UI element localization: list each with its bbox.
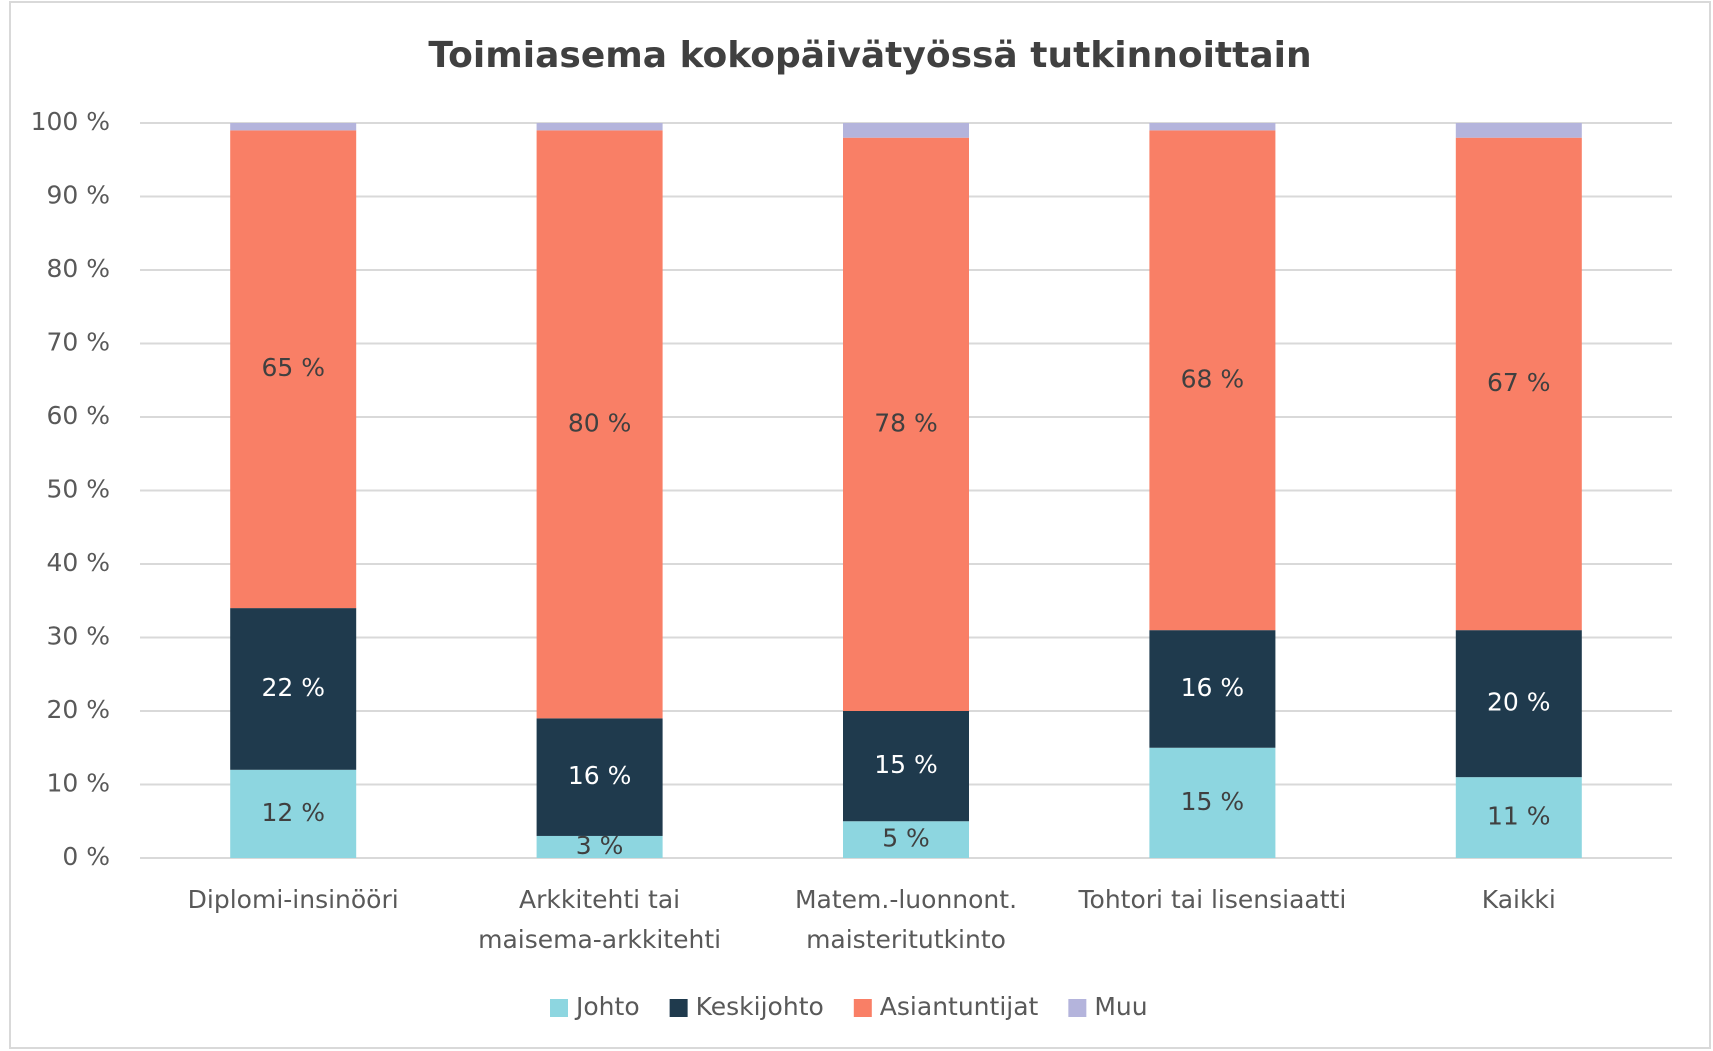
- data-label: 20 %: [1487, 688, 1551, 717]
- bar-segment: [843, 821, 969, 858]
- data-label: 65 %: [261, 353, 325, 382]
- bar-segment: [1149, 130, 1276, 631]
- data-label: 80 %: [568, 408, 632, 437]
- data-label: 11 %: [1487, 802, 1551, 831]
- legend-label: Johto: [574, 992, 640, 1021]
- x-tick-label: Arkkitehti tai: [519, 885, 680, 914]
- bar-segment: [1455, 137, 1582, 631]
- legend-label: Keskijohto: [696, 992, 824, 1021]
- data-label: 15 %: [1181, 787, 1245, 816]
- y-tick-label: 60 %: [46, 401, 110, 430]
- y-tick-label: 50 %: [46, 475, 110, 504]
- bar-segment: [1149, 123, 1276, 131]
- bar-segment: [230, 130, 357, 609]
- data-label: 22 %: [261, 673, 325, 702]
- x-tick-label: maisteritutkinto: [806, 925, 1006, 954]
- bar-segment: [1455, 123, 1582, 138]
- y-tick-label: 90 %: [46, 181, 110, 210]
- y-tick-label: 0 %: [62, 842, 110, 871]
- bar-segment: [230, 769, 357, 858]
- bar-segment: [536, 718, 663, 836]
- x-tick-label: Matem.-luonnont.: [795, 885, 1017, 914]
- bar-segment: [1149, 630, 1276, 748]
- legend-label: Asiantuntijat: [880, 992, 1039, 1021]
- data-label: 5 %: [882, 824, 930, 853]
- data-label: 68 %: [1181, 364, 1245, 393]
- data-label: 15 %: [874, 750, 938, 779]
- bar-segment: [230, 608, 357, 770]
- x-tick-label: Kaikki: [1482, 885, 1556, 914]
- data-label: 16 %: [1181, 673, 1245, 702]
- bar-segment: [536, 130, 663, 719]
- legend-swatch: [669, 999, 688, 1017]
- legend-swatch: [550, 999, 568, 1017]
- data-label: 67 %: [1487, 368, 1551, 397]
- data-label: 12 %: [261, 798, 325, 827]
- y-tick-label: 10 %: [46, 769, 110, 798]
- legend-swatch: [853, 999, 872, 1017]
- chart-title: Toimiasema kokopäivätyössä tutkinnoittai…: [428, 35, 1311, 76]
- bar-segment: [536, 123, 663, 131]
- bar-segment: [843, 137, 969, 711]
- y-tick-label: 20 %: [46, 695, 110, 724]
- y-tick-label: 70 %: [46, 328, 110, 357]
- bar-segment: [1455, 777, 1582, 858]
- y-tick-label: 80 %: [46, 254, 110, 283]
- bar-segment: [536, 835, 663, 858]
- legend-swatch: [1068, 999, 1087, 1017]
- x-tick-label: Tohtori tai lisensiaatti: [1078, 885, 1347, 914]
- data-label: 16 %: [568, 761, 632, 790]
- x-tick-label: Diplomi-insinööri: [188, 885, 399, 914]
- bar-segment: [1149, 747, 1276, 858]
- y-tick-label: 30 %: [46, 622, 110, 651]
- y-tick-label: 40 %: [46, 548, 110, 577]
- y-tick-label: 100 %: [31, 107, 110, 136]
- legend-label: Muu: [1094, 992, 1147, 1021]
- bar-segment: [1455, 630, 1582, 778]
- x-tick-label: maisema-arkkitehti: [478, 925, 721, 954]
- data-label: 78 %: [874, 408, 938, 437]
- bar-segment: [843, 123, 969, 138]
- bar-segment: [843, 711, 969, 822]
- bar-segment: [230, 123, 357, 131]
